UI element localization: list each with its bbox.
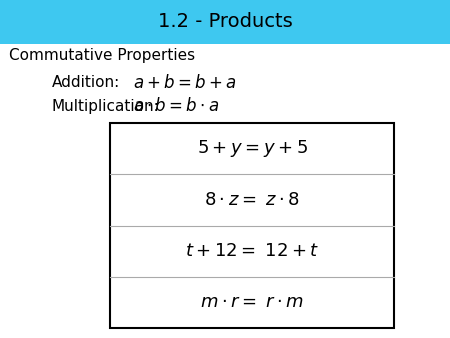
Text: Commutative Properties: Commutative Properties <box>9 48 195 63</box>
Text: $a+b=b+a$: $a+b=b+a$ <box>133 74 236 92</box>
Text: $t+12 = \ 12+t$: $t+12 = \ 12+t$ <box>184 242 320 260</box>
Text: $m \cdot r = \ r \cdot m$: $m \cdot r = \ r \cdot m$ <box>200 293 304 311</box>
Text: $5+y = y+5$: $5+y = y+5$ <box>197 139 307 160</box>
Text: Addition:: Addition: <box>52 75 120 90</box>
Text: Multiplication:: Multiplication: <box>52 99 159 114</box>
Text: $a \cdot b=b \cdot a$: $a \cdot b=b \cdot a$ <box>133 97 219 116</box>
Text: $8 \cdot z = \ z \cdot 8$: $8 \cdot z = \ z \cdot 8$ <box>204 191 300 209</box>
Bar <box>110 123 394 328</box>
Text: 1.2 - Products: 1.2 - Products <box>158 13 292 31</box>
Bar <box>0 0 450 44</box>
